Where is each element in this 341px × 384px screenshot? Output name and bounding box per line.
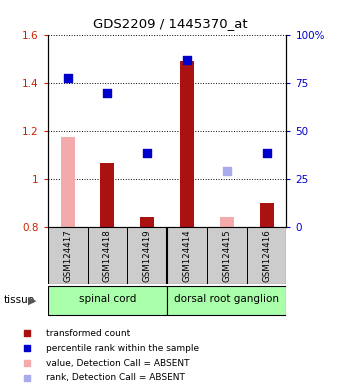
Text: GDS2209 / 1445370_at: GDS2209 / 1445370_at bbox=[93, 17, 248, 30]
Bar bbox=[127, 227, 167, 284]
Point bbox=[224, 168, 229, 174]
Text: GSM124419: GSM124419 bbox=[143, 229, 152, 282]
Bar bbox=[140, 217, 154, 227]
Text: GSM124418: GSM124418 bbox=[103, 229, 112, 282]
Bar bbox=[180, 61, 194, 227]
Point bbox=[264, 149, 269, 156]
Text: GSM124414: GSM124414 bbox=[182, 229, 192, 282]
Text: transformed count: transformed count bbox=[46, 329, 130, 338]
Point bbox=[184, 57, 190, 63]
Text: value, Detection Call = ABSENT: value, Detection Call = ABSENT bbox=[46, 359, 189, 367]
Point bbox=[145, 149, 150, 156]
Point bbox=[24, 375, 29, 381]
Point bbox=[24, 330, 29, 336]
Bar bbox=[88, 227, 127, 284]
Bar bbox=[48, 286, 167, 315]
Bar bbox=[167, 286, 286, 315]
Text: GSM124416: GSM124416 bbox=[262, 229, 271, 282]
Bar bbox=[61, 137, 75, 227]
Point bbox=[65, 75, 70, 81]
Bar bbox=[247, 227, 286, 284]
Bar bbox=[207, 227, 247, 284]
Bar bbox=[260, 203, 273, 227]
Point bbox=[24, 345, 29, 351]
Text: rank, Detection Call = ABSENT: rank, Detection Call = ABSENT bbox=[46, 373, 184, 382]
Bar bbox=[48, 227, 88, 284]
Text: GSM124417: GSM124417 bbox=[63, 229, 72, 282]
Point bbox=[24, 360, 29, 366]
Text: ▶: ▶ bbox=[28, 295, 37, 305]
Text: spinal cord: spinal cord bbox=[79, 294, 136, 304]
Bar bbox=[220, 217, 234, 227]
Bar bbox=[101, 163, 114, 227]
Text: dorsal root ganglion: dorsal root ganglion bbox=[174, 294, 279, 304]
Point bbox=[105, 90, 110, 96]
Text: GSM124415: GSM124415 bbox=[222, 229, 231, 282]
Text: percentile rank within the sample: percentile rank within the sample bbox=[46, 344, 199, 353]
Bar bbox=[167, 227, 207, 284]
Text: tissue: tissue bbox=[3, 295, 34, 305]
